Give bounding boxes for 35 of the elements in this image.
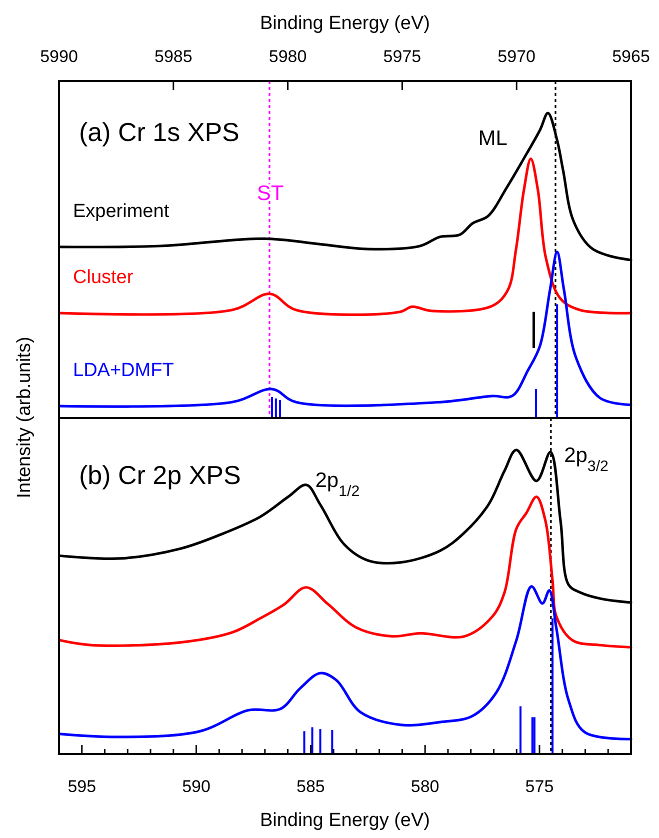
annotation: ML xyxy=(478,127,508,150)
x-axis-title: Binding Energy (eV) xyxy=(260,810,430,831)
series-label: Experiment xyxy=(73,200,170,222)
bar xyxy=(519,706,522,754)
x-tick-label: 575 xyxy=(525,777,554,796)
bar xyxy=(531,717,534,754)
x-tick-label: 585 xyxy=(296,777,325,796)
y-axis-title: Intensity (arb.units) xyxy=(14,336,35,498)
annotation: (b) Cr 2p XPS xyxy=(79,460,241,490)
bar xyxy=(533,717,536,754)
bar xyxy=(331,730,334,754)
bar xyxy=(535,389,538,418)
bar xyxy=(556,304,558,418)
series-label: Cluster xyxy=(73,267,134,288)
annotation: 2p$_{3/2}$ xyxy=(564,444,608,475)
x-tick-label: 5980 xyxy=(268,47,307,66)
x-tick-label: 5990 xyxy=(40,47,78,66)
bar xyxy=(303,731,306,754)
bar xyxy=(271,396,274,418)
x-tick-label: 580 xyxy=(410,777,440,796)
bar xyxy=(319,729,322,754)
x-axis-title: Binding Energy (eV) xyxy=(260,13,430,34)
x-tick-label: 5970 xyxy=(498,47,536,66)
x-tick-label: 5985 xyxy=(154,47,192,66)
x-tick-label: 595 xyxy=(68,777,96,796)
bar xyxy=(311,727,314,754)
x-tick-label: 5965 xyxy=(612,47,650,66)
annotation: ST xyxy=(256,182,284,205)
annotation: 2p$_{1/2}$ xyxy=(315,468,360,500)
x-tick-label: 5975 xyxy=(383,47,422,66)
x-tick-label: 590 xyxy=(182,777,210,796)
annotation: (a) Cr 1s XPS xyxy=(79,116,240,147)
bar xyxy=(274,398,277,418)
bar xyxy=(279,400,282,418)
series-label: LDA+DMFT xyxy=(73,360,174,382)
